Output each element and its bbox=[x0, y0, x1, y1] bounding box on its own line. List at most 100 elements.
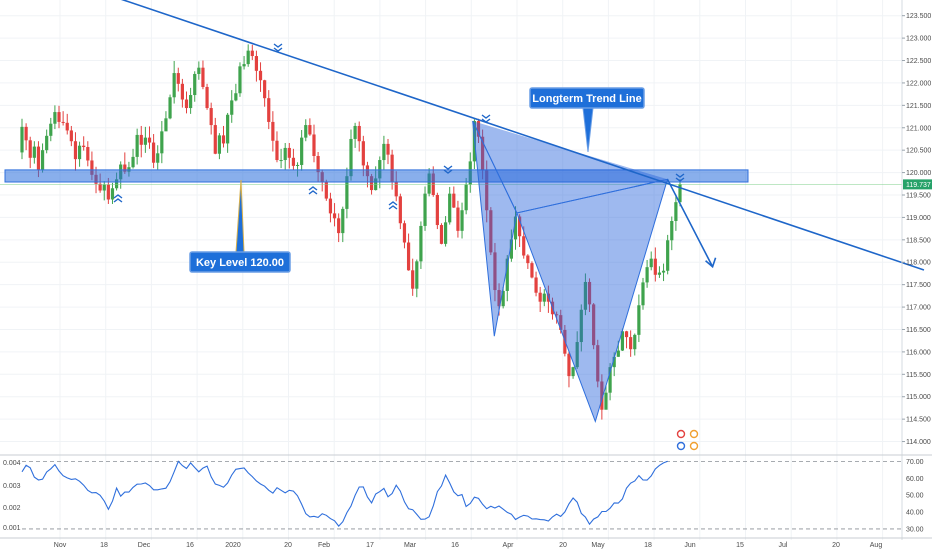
candle-body bbox=[32, 146, 36, 158]
candle-body bbox=[439, 225, 444, 244]
price-tick-label: 114.000 bbox=[906, 439, 931, 446]
candle-body bbox=[332, 213, 337, 219]
candle-body bbox=[559, 315, 563, 330]
candle-body bbox=[139, 134, 143, 145]
indicator-circle-icon bbox=[689, 429, 699, 439]
candle-body bbox=[415, 261, 419, 289]
indicator-right-tick-label: 40.00 bbox=[906, 510, 924, 517]
time-tick-label: 18 bbox=[644, 542, 652, 549]
price-tick-label: 117.500 bbox=[906, 282, 931, 289]
candle-body bbox=[147, 137, 152, 143]
candle-body bbox=[464, 184, 468, 211]
time-tick-label: 16 bbox=[451, 542, 459, 549]
candle-body bbox=[402, 223, 407, 243]
price-tick-label: 121.500 bbox=[906, 103, 931, 110]
candle-body bbox=[131, 156, 135, 168]
candle-body bbox=[123, 164, 127, 172]
candle-body bbox=[542, 293, 546, 302]
candle-body bbox=[592, 304, 596, 346]
candle-body bbox=[657, 272, 662, 275]
candle-body bbox=[649, 258, 653, 268]
time-tick-label: Feb bbox=[318, 542, 330, 549]
price-tick-label: 119.000 bbox=[906, 215, 931, 222]
candle-body bbox=[328, 198, 333, 214]
chevron-marker-icon bbox=[273, 43, 283, 52]
candle-body bbox=[217, 135, 221, 154]
price-tick-label: 122.000 bbox=[906, 80, 931, 87]
candle-body bbox=[316, 156, 320, 173]
candle-body bbox=[312, 134, 316, 156]
candle-body bbox=[189, 95, 193, 109]
candle-body bbox=[411, 270, 415, 289]
price-axis[interactable]: 123.500 123.000 122.500 122.000 121.500 121.0… bbox=[901, 0, 931, 540]
candle-body bbox=[254, 56, 259, 71]
indicator-left-tick-label: 0.001 bbox=[3, 525, 21, 532]
candle-body bbox=[246, 50, 250, 65]
candle-body bbox=[600, 381, 604, 410]
candle-body bbox=[534, 277, 538, 293]
candle-body bbox=[267, 98, 271, 122]
candle-body bbox=[98, 183, 102, 191]
candle-body bbox=[45, 135, 49, 151]
candle-body bbox=[110, 188, 115, 200]
candle-body bbox=[633, 334, 637, 350]
candle-body bbox=[238, 66, 242, 94]
candle-body bbox=[419, 225, 423, 262]
candle-body bbox=[295, 164, 300, 166]
candle-body bbox=[460, 210, 464, 231]
candle-body bbox=[501, 290, 505, 307]
candle-body bbox=[612, 356, 616, 368]
candle-body bbox=[608, 367, 612, 393]
candle-body bbox=[485, 170, 489, 211]
time-tick-label: 2020 bbox=[225, 542, 241, 549]
candle-body bbox=[427, 173, 431, 194]
price-tick-label: 122.500 bbox=[906, 58, 931, 65]
candle-body bbox=[406, 242, 411, 271]
candle-body bbox=[596, 345, 600, 382]
current-price-marker: 119.737 bbox=[903, 179, 932, 190]
candle-body bbox=[670, 221, 674, 241]
candle-body bbox=[258, 70, 263, 81]
candle-body bbox=[184, 99, 189, 109]
time-axis[interactable]: Nov 18 Dec 16 2020 20 Feb 17 Mar 16 Apr 20 May 18 Jun 1… bbox=[0, 537, 932, 549]
key-level-callout-box bbox=[189, 251, 291, 273]
candle-body bbox=[674, 202, 678, 221]
key-level-callout-label: Key Level 120.00 bbox=[196, 257, 284, 269]
candle-body bbox=[205, 86, 209, 109]
price-tick-label: 117.000 bbox=[906, 305, 931, 312]
key-level-callout[interactable]: Key Level 120.00 bbox=[189, 179, 291, 273]
candle-body bbox=[102, 184, 106, 191]
candle-body bbox=[230, 100, 234, 115]
candle-body bbox=[197, 67, 201, 74]
candle-body bbox=[448, 193, 452, 223]
price-tick-label: 118.000 bbox=[906, 260, 931, 267]
candle-body bbox=[287, 147, 291, 158]
price-tick-label: 123.000 bbox=[906, 36, 931, 43]
candle-body bbox=[587, 281, 592, 305]
rsi-line bbox=[21, 460, 668, 527]
candle-body bbox=[304, 125, 308, 138]
time-tick-label: Apr bbox=[503, 542, 515, 549]
candle-body bbox=[604, 392, 608, 410]
key-level-zone bbox=[4, 169, 749, 183]
chevron-stroke bbox=[388, 201, 398, 206]
candle-body bbox=[378, 160, 382, 179]
candle-body bbox=[250, 50, 254, 57]
candle-body bbox=[36, 146, 41, 170]
projection-arrow-line bbox=[666, 178, 714, 268]
candle-body bbox=[629, 337, 633, 350]
candle-body bbox=[156, 153, 160, 163]
price-tick-label: 121.000 bbox=[906, 125, 931, 132]
chevron-stroke bbox=[113, 194, 123, 199]
indicator-icons[interactable] bbox=[676, 429, 699, 451]
price-tick-label: 115.000 bbox=[906, 394, 931, 401]
candle-body bbox=[209, 108, 213, 126]
candle-body bbox=[616, 350, 620, 357]
candle-body bbox=[61, 121, 65, 123]
time-tick-label: Dec bbox=[138, 542, 151, 549]
candle-body bbox=[221, 135, 226, 144]
longterm-trend-line bbox=[120, 0, 925, 271]
trend-line-callout[interactable]: Longterm Trend Line bbox=[529, 87, 645, 153]
chevron-stroke bbox=[308, 190, 318, 195]
time-tick-label: Mar bbox=[404, 542, 417, 549]
